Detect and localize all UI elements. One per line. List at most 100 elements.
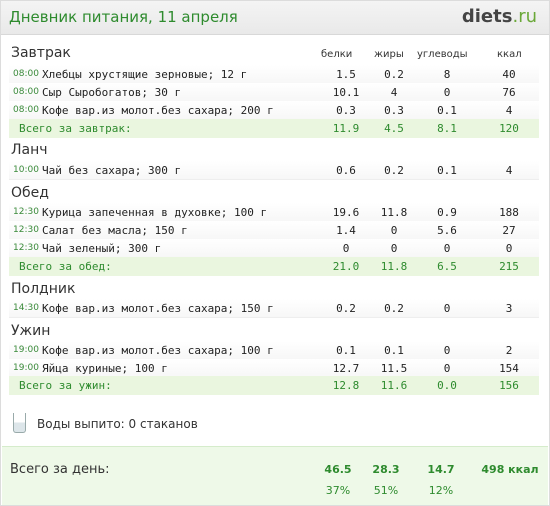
food-fat: 11.5 <box>380 362 408 375</box>
food-name: Кофе вар.из молот.без сахара; 200 г <box>42 104 274 117</box>
day-total: Всего за день: 46.5 28.3 14.7 498 ккал 3… <box>2 446 548 505</box>
food-carbs: 8 <box>443 68 451 81</box>
total-protein: 11.9 <box>332 122 360 135</box>
food-carbs: 0 <box>443 362 451 375</box>
food-protein: 0.3 <box>336 104 356 117</box>
food-row[interactable]: 10:00 Чай без сахара; 300 г 0.6 0.2 0.1 … <box>9 161 539 180</box>
food-protein: 1.5 <box>336 68 356 81</box>
food-protein: 0 <box>342 242 350 255</box>
food-time: 12:30 <box>13 243 39 253</box>
food-name: Яйца куриные; 100 г <box>42 362 168 375</box>
food-name: Хлебцы хрустящие зерновые; 12 г <box>42 68 248 81</box>
food-row[interactable]: 12:30 Чай зеленый; 300 г 0 0 0 0 <box>9 239 539 258</box>
total-carbs: 6.5 <box>437 260 457 273</box>
food-name: Чай зеленый; 300 г <box>42 242 162 255</box>
food-time: 08:00 <box>13 105 39 115</box>
food-name: Сыр Сыробогатов; 30 г <box>42 86 182 99</box>
food-kcal: 188 <box>499 206 519 219</box>
food-name: Кофе вар.из молот.без сахара; 150 г <box>42 302 274 315</box>
total-fat: 11.6 <box>380 379 408 392</box>
food-fat: 0.1 <box>384 344 404 357</box>
food-kcal: 0 <box>505 242 513 255</box>
food-carbs: 5.6 <box>437 224 457 237</box>
food-time: 12:30 <box>13 207 39 217</box>
day-protein: 46.5 <box>324 463 352 476</box>
water-text: Воды выпито: 0 стаканов <box>37 417 198 431</box>
food-kcal: 4 <box>505 104 513 117</box>
day-fat-pct: 51% <box>373 484 399 497</box>
food-row[interactable]: 08:00 Хлебцы хрустящие зерновые; 12 г 1.… <box>9 65 539 84</box>
day-protein-pct: 37% <box>325 484 351 497</box>
total-fat: 4.5 <box>384 122 404 135</box>
food-protein: 12.7 <box>332 362 360 375</box>
food-row[interactable]: 12:30 Салат без масла; 150 г 1.4 0 5.6 2… <box>9 221 539 240</box>
food-fat: 0.2 <box>384 164 404 177</box>
food-row[interactable]: 14:30 Кофе вар.из молот.без сахара; 150 … <box>9 299 539 318</box>
food-protein: 0.1 <box>336 344 356 357</box>
col-fat: жиры <box>374 49 404 60</box>
food-fat: 4 <box>390 86 398 99</box>
page-title: Дневник питания, 11 апреля <box>9 8 238 26</box>
food-kcal: 27 <box>502 224 516 237</box>
food-time: 19:00 <box>13 363 39 373</box>
day-carbs-pct: 12% <box>428 484 454 497</box>
food-name: Курица запеченная в духовке; 100 г <box>42 206 268 219</box>
food-carbs: 0.1 <box>437 164 457 177</box>
food-time: 08:00 <box>13 69 39 79</box>
food-protein: 0.6 <box>336 164 356 177</box>
day-kcal: 498 ккал <box>481 463 539 476</box>
meal-total-label: Всего за ужин: <box>19 379 112 392</box>
food-time: 14:30 <box>13 303 39 313</box>
food-protein: 19.6 <box>332 206 360 219</box>
total-carbs: 8.1 <box>437 122 457 135</box>
total-protein: 12.8 <box>332 379 360 392</box>
food-name: Чай без сахара; 300 г <box>42 164 182 177</box>
food-time: 08:00 <box>13 87 39 97</box>
food-protein: 10.1 <box>332 86 360 99</box>
logo-suffix: .ru <box>512 6 537 27</box>
meal-total-row: Всего за завтрак: 11.9 4.5 8.1 120 <box>9 119 539 138</box>
food-time: 10:00 <box>13 165 39 175</box>
food-kcal: 4 <box>505 164 513 177</box>
food-protein: 1.4 <box>336 224 356 237</box>
food-fat: 0.2 <box>384 68 404 81</box>
food-row[interactable]: 19:00 Кофе вар.из молот.без сахара; 100 … <box>9 341 539 360</box>
food-kcal: 154 <box>499 362 519 375</box>
food-carbs: 0.1 <box>437 104 457 117</box>
meal-total-label: Всего за обед: <box>19 260 112 273</box>
total-carbs: 0.0 <box>437 379 457 392</box>
food-name: Кофе вар.из молот.без сахара; 100 г <box>42 344 274 357</box>
food-carbs: 0.9 <box>437 206 457 219</box>
food-fat: 0.2 <box>384 302 404 315</box>
meal-title-supper: Ужин <box>11 323 51 339</box>
meal-title-lunch: Ланч <box>11 142 48 158</box>
meal-title-dinner: Обед <box>11 185 49 201</box>
day-carbs: 14.7 <box>427 463 455 476</box>
food-carbs: 0 <box>443 344 451 357</box>
header: Дневник питания, 11 апреля diets.ru <box>1 1 549 35</box>
food-fat: 0 <box>390 224 398 237</box>
food-row[interactable]: 08:00 Сыр Сыробогатов; 30 г 10.1 4 0 76 <box>9 83 539 102</box>
food-fat: 0.3 <box>384 104 404 117</box>
food-kcal: 40 <box>502 68 516 81</box>
food-row[interactable]: 12:30 Курица запеченная в духовке; 100 г… <box>9 203 539 222</box>
food-carbs: 0 <box>443 302 451 315</box>
day-fat: 28.3 <box>372 463 400 476</box>
total-kcal: 120 <box>499 122 519 135</box>
total-protein: 21.0 <box>332 260 360 273</box>
glass-icon <box>13 413 26 433</box>
food-kcal: 3 <box>505 302 513 315</box>
meal-title-snack: Полдник <box>11 281 76 297</box>
site-logo[interactable]: diets.ru <box>462 6 537 27</box>
food-carbs: 0 <box>443 242 451 255</box>
meal-total-row: Всего за ужин: 12.8 11.6 0.0 156 <box>9 376 539 395</box>
col-kcal: ккал <box>497 49 522 60</box>
food-fat: 11.8 <box>380 206 408 219</box>
total-kcal: 215 <box>499 260 519 273</box>
food-row[interactable]: 08:00 Кофе вар.из молот.без сахара; 200 … <box>9 101 539 120</box>
food-kcal: 76 <box>502 86 516 99</box>
meal-total-row: Всего за обед: 21.0 11.8 6.5 215 <box>9 257 539 276</box>
food-time: 12:30 <box>13 225 39 235</box>
food-name: Салат без масла; 150 г <box>42 224 188 237</box>
